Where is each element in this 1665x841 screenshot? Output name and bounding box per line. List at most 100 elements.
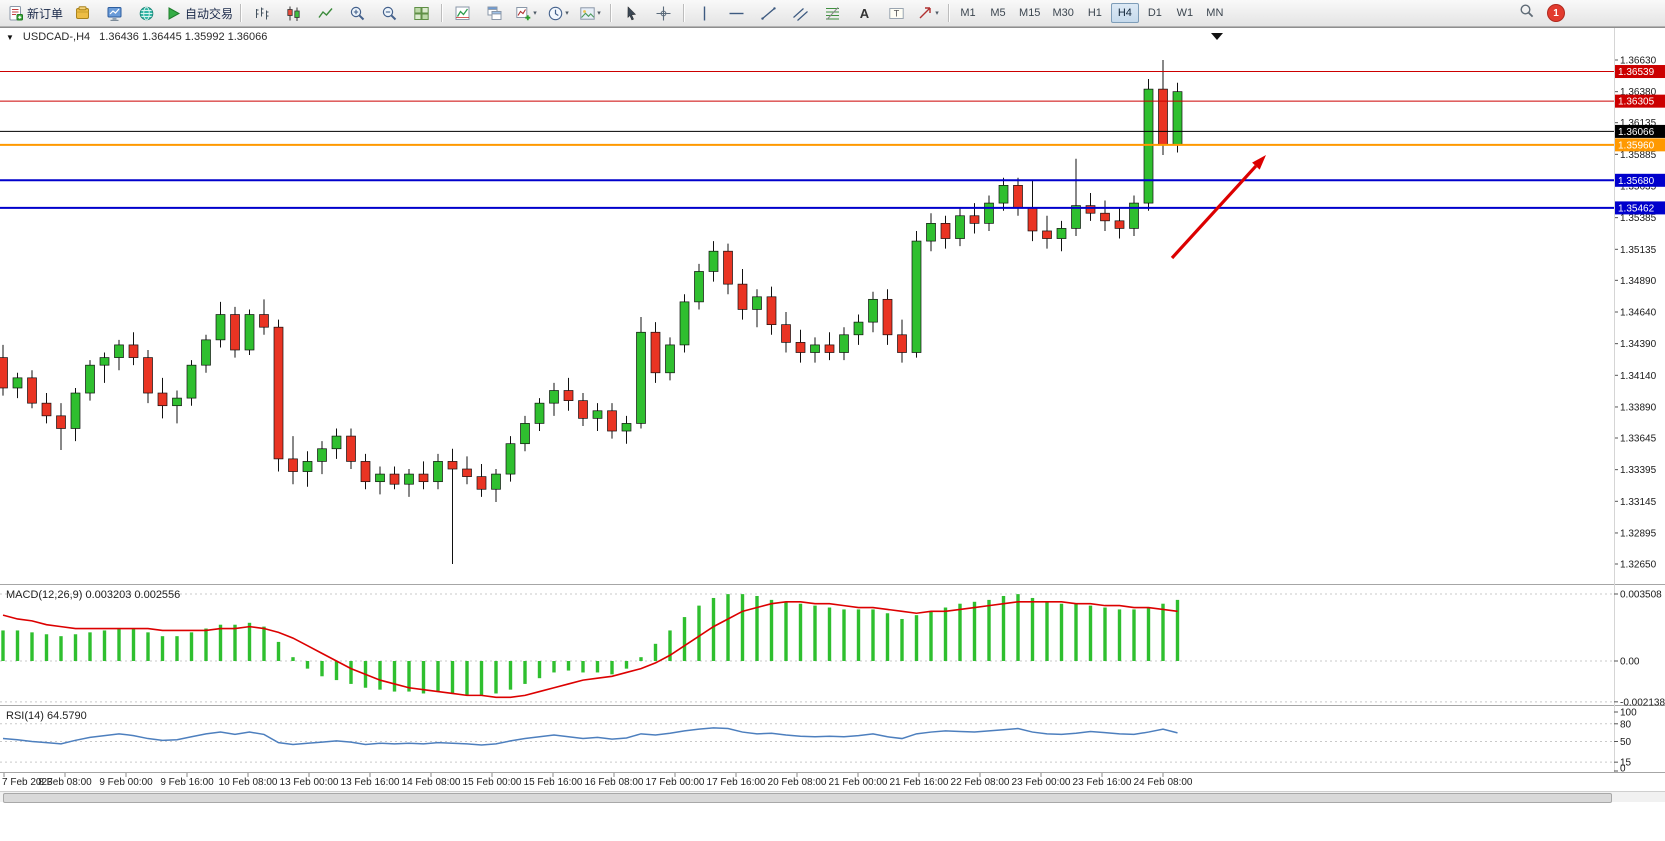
fibonacci-tool-icon	[825, 6, 839, 20]
toolbar-items: 新订单 自动交易 ▾ ▾ ▾ A T ▾ M1 M5 M15 M30 H1 H4 D1 W1 MN	[0, 0, 1230, 26]
main-toolbar: 新订单 自动交易 ▾ ▾ ▾ A T ▾ M1 M5 M15 M30 H1 H4 D1 W1 MN 1	[0, 0, 1665, 27]
price-badge	[1615, 124, 1665, 138]
timeframe-h1-button[interactable]: H1	[1087, 7, 1102, 19]
text-button[interactable]: A	[848, 1, 880, 25]
channel-button[interactable]	[784, 1, 816, 25]
time-label: 13 Feb 16:00	[341, 777, 400, 788]
zoom-out-icon	[382, 6, 396, 20]
cursor-button[interactable]	[615, 1, 647, 25]
candle-body	[621, 423, 632, 432]
time-label: 24 Feb 08:00	[1134, 777, 1193, 788]
tile-windows-button[interactable]	[405, 1, 437, 25]
new-order-icon	[9, 5, 23, 20]
vertical-line-button[interactable]	[688, 1, 720, 25]
time-label: 21 Feb 00:00	[829, 777, 888, 788]
time-label: 23 Feb 00:00	[1012, 777, 1071, 788]
candle-body	[85, 364, 95, 394]
timeframe-d1-button[interactable]: D1	[1147, 7, 1162, 19]
price-badge-label: 1.36539	[1618, 67, 1655, 78]
candle-body	[1129, 202, 1139, 229]
market-watch-button[interactable]	[66, 1, 98, 25]
timeframe-w1-button[interactable]: W1	[1176, 7, 1194, 19]
timeframe-m15-button[interactable]: M15	[1019, 7, 1041, 19]
candle-body	[491, 473, 501, 490]
price-badge-label: 1.36066	[1618, 127, 1655, 138]
zoom-in-button[interactable]	[341, 1, 373, 25]
price-tick-label: 1.34890	[1620, 276, 1657, 287]
timeframe-m30-button[interactable]: M30	[1052, 7, 1074, 19]
new-order-button-label: 新订单	[27, 6, 64, 21]
price-tick-label: 1.33395	[1620, 465, 1657, 476]
toolbar-separator	[683, 4, 685, 22]
crosshair-button[interactable]	[647, 1, 679, 25]
candle-body	[476, 476, 487, 490]
candlestick-chart-button[interactable]	[277, 1, 309, 25]
toolbar-separator	[610, 4, 612, 22]
toolbar-separator	[240, 4, 242, 22]
caret-down-icon: ▾	[935, 10, 939, 17]
line-chart-icon	[317, 7, 333, 18]
price-axis: 1.36630 1.36380 1.36135 1.35885 1.35635 1.353…	[1614, 56, 1657, 570]
candle-body	[157, 392, 168, 407]
candle-body	[1143, 88, 1154, 204]
arrange-windows-button[interactable]	[478, 1, 510, 25]
templates-button[interactable]: ▾	[574, 1, 606, 25]
chart-shift-marker-icon[interactable]	[1211, 33, 1223, 40]
bar-chart-button[interactable]	[245, 1, 277, 25]
candle-body	[665, 344, 675, 374]
zoom-out-button[interactable]	[373, 1, 405, 25]
time-label: 21 Feb 16:00	[890, 777, 949, 788]
trendline-tool-icon	[760, 6, 776, 20]
time-label: 7 Feb 2023	[2, 777, 53, 788]
line-chart-button[interactable]	[309, 1, 341, 25]
price-tick-label: 1.35885	[1620, 150, 1657, 161]
autotrading-button[interactable]: 自动交易	[162, 1, 236, 25]
timeframe-m5-button[interactable]: M5	[990, 7, 1006, 19]
time-label: 17 Feb 16:00	[707, 777, 766, 788]
chart-canvas[interactable]: 1.36630 1.36380 1.36135 1.35885 1.35635 1.353…	[0, 28, 1665, 802]
svg-text:T: T	[893, 8, 899, 18]
fibonacci-button[interactable]	[816, 1, 848, 25]
arrange-windows-icon	[487, 6, 502, 20]
indicators-button[interactable]	[446, 1, 478, 25]
macd-label: MACD(12,26,9) 0.003203 0.002556	[6, 589, 180, 601]
trend-arrow[interactable]	[1170, 155, 1266, 260]
price-tick-label: 1.34140	[1620, 371, 1657, 382]
candle-body	[882, 298, 893, 336]
trendline-button[interactable]	[752, 1, 784, 25]
caret-down-icon: ▾	[597, 10, 601, 17]
macd-signal-line	[2, 600, 1178, 699]
community-button[interactable]	[130, 1, 162, 25]
candle-body	[404, 473, 414, 485]
horizontal-scrollbar[interactable]	[0, 791, 1665, 803]
add-indicator-button[interactable]: ▾	[510, 1, 542, 25]
time-label: 14 Feb 08:00	[402, 777, 461, 788]
timeframe-m1-button[interactable]: M1	[960, 7, 976, 19]
timeframe-mn-button[interactable]: MN	[1206, 7, 1224, 19]
timeframe-h4-button[interactable]: H4	[1110, 3, 1139, 23]
caret-down-icon: ▾	[533, 10, 537, 17]
data-window-button[interactable]	[98, 1, 130, 25]
channel-tool-icon	[792, 7, 808, 21]
arrows-button[interactable]: ▾	[912, 1, 944, 25]
caret-down-icon: ▾	[565, 10, 569, 17]
zoom-in-icon	[350, 6, 364, 20]
scrollbar-thumb[interactable]	[3, 793, 1612, 803]
toolbar-separator	[948, 4, 950, 22]
rsi-axis-label: 100	[1620, 708, 1637, 719]
candle-body	[447, 461, 458, 470]
candle-body	[723, 250, 733, 285]
candle-body	[534, 402, 545, 424]
periods-button[interactable]: ▾	[542, 1, 574, 25]
candle-body	[1172, 91, 1183, 146]
time-label: 20 Feb 08:00	[768, 777, 827, 788]
search-icon[interactable]	[1519, 3, 1535, 24]
horizontal-line-button[interactable]	[720, 1, 752, 25]
label-button[interactable]: T	[880, 1, 912, 25]
new-order-button[interactable]: 新订单	[4, 1, 66, 25]
candle-body	[708, 250, 719, 272]
chart-ohlc-header: ▼ USDCAD-,H4 1.36436 1.36445 1.35992 1.3…	[6, 31, 267, 43]
notification-badge[interactable]: 1	[1547, 4, 1565, 22]
collapse-arrow-icon[interactable]: ▼	[6, 32, 14, 42]
rsi-line	[2, 727, 1178, 746]
